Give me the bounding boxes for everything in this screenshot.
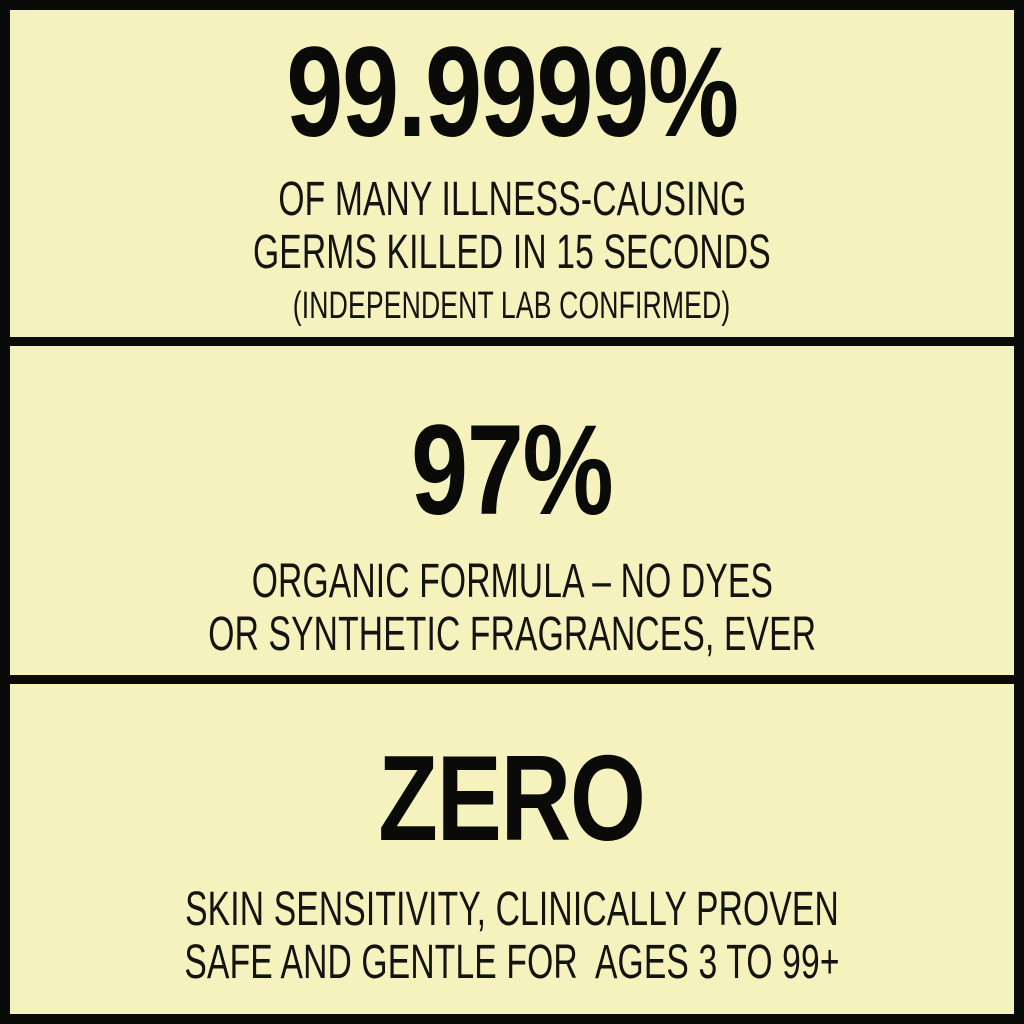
claim-line-skin-sensitivity-1: SKIN SENSITIVITY, CLINICALLY PROVEN: [185, 883, 839, 937]
claim-panel-organic-formula: 97% ORGANIC FORMULA – NO DYES OR SYNTHET…: [10, 346, 1014, 675]
claim-line-germ-kill-3: (INDEPENDENT LAB CONFIRMED): [293, 284, 731, 327]
panel-divider-1: [0, 337, 1024, 346]
claim-line-organic-formula-2: OR SYNTHETIC FRAGRANCES, EVER: [208, 607, 816, 661]
claim-line-germ-kill-1: OF MANY ILLNESS-CAUSING: [277, 172, 747, 226]
claim-headline-germ-kill: 99.9999%: [286, 21, 739, 164]
claim-line-organic-formula-1: ORGANIC FORMULA – NO DYES: [251, 554, 773, 608]
panel-divider-2: [0, 675, 1024, 684]
claim-panel-germ-kill: 99.9999% OF MANY ILLNESS-CAUSING GERMS K…: [10, 10, 1014, 337]
claim-line-skin-sensitivity-2: SAFE AND GENTLE FOR AGES 3 TO 99+: [184, 936, 840, 990]
claim-headline-organic-formula: 97%: [411, 399, 614, 542]
claim-headline-skin-sensitivity: ZERO: [378, 730, 647, 866]
claim-line-germ-kill-2: GERMS KILLED IN 15 SECONDS: [253, 225, 771, 279]
claim-panel-skin-sensitivity: ZERO SKIN SENSITIVITY, CLINICALLY PROVEN…: [10, 684, 1014, 1014]
